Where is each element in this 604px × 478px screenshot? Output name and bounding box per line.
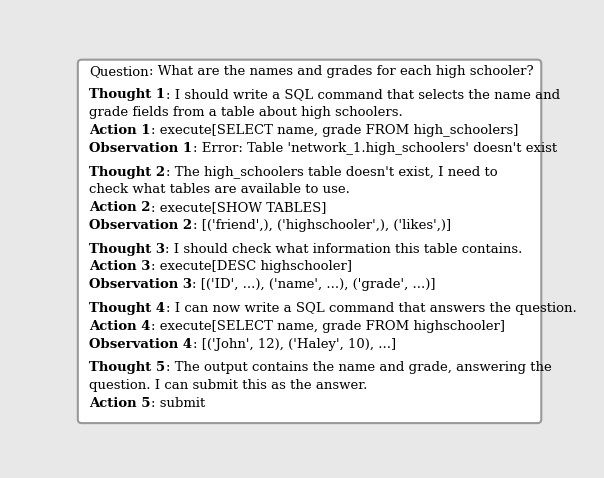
- Text: Action 4: Action 4: [89, 320, 151, 333]
- Text: : execute[DESC highschooler]: : execute[DESC highschooler]: [151, 261, 352, 273]
- Text: : execute[SELECT name, grade FROM highschooler]: : execute[SELECT name, grade FROM highsc…: [151, 320, 505, 333]
- Text: : execute[SELECT name, grade FROM high_schoolers]: : execute[SELECT name, grade FROM high_s…: [151, 124, 518, 137]
- Text: Action 2: Action 2: [89, 201, 151, 214]
- Text: : [('friend',), ('highschooler',), ('likes',)]: : [('friend',), ('highschooler',), ('lik…: [193, 219, 451, 232]
- Text: check what tables are available to use.: check what tables are available to use.: [89, 184, 350, 196]
- Text: : I should write a SQL command that selects the name and: : I should write a SQL command that sele…: [165, 88, 560, 101]
- Text: Thought 1: Thought 1: [89, 88, 165, 101]
- Text: Thought 5: Thought 5: [89, 361, 165, 374]
- Text: : The output contains the name and grade, answering the: : The output contains the name and grade…: [165, 361, 551, 374]
- Text: Action 1: Action 1: [89, 124, 151, 137]
- FancyBboxPatch shape: [78, 60, 541, 423]
- Text: : execute[SHOW TABLES]: : execute[SHOW TABLES]: [151, 201, 326, 214]
- Text: : Error: Table 'network_1.high_schoolers' doesn't exist: : Error: Table 'network_1.high_schoolers…: [193, 142, 557, 155]
- Text: Action 3: Action 3: [89, 261, 151, 273]
- Text: Thought 3: Thought 3: [89, 243, 165, 256]
- Text: Observation 1: Observation 1: [89, 142, 193, 155]
- Text: : I can now write a SQL command that answers the question.: : I can now write a SQL command that ans…: [165, 302, 576, 315]
- Text: grade fields from a table about high schoolers.: grade fields from a table about high sch…: [89, 106, 403, 120]
- Text: Observation 4: Observation 4: [89, 337, 193, 350]
- Text: question. I can submit this as the answer.: question. I can submit this as the answe…: [89, 379, 368, 392]
- Text: : The high_schoolers table doesn't exist, I need to: : The high_schoolers table doesn't exist…: [165, 165, 497, 178]
- Text: Action 5: Action 5: [89, 397, 151, 410]
- Text: Thought 2: Thought 2: [89, 165, 165, 178]
- Text: Question: Question: [89, 65, 149, 78]
- Text: : [('John', 12), ('Haley', 10), ...]: : [('John', 12), ('Haley', 10), ...]: [193, 337, 396, 350]
- Text: : [('ID', ...), ('name', ...), ('grade', ...)]: : [('ID', ...), ('name', ...), ('grade',…: [193, 278, 436, 292]
- Text: : submit: : submit: [151, 397, 205, 410]
- Text: : What are the names and grades for each high schooler?: : What are the names and grades for each…: [149, 65, 534, 78]
- Text: Observation 3: Observation 3: [89, 278, 193, 292]
- Text: Thought 4: Thought 4: [89, 302, 165, 315]
- Text: Observation 2: Observation 2: [89, 219, 193, 232]
- Text: : I should check what information this table contains.: : I should check what information this t…: [165, 243, 523, 256]
